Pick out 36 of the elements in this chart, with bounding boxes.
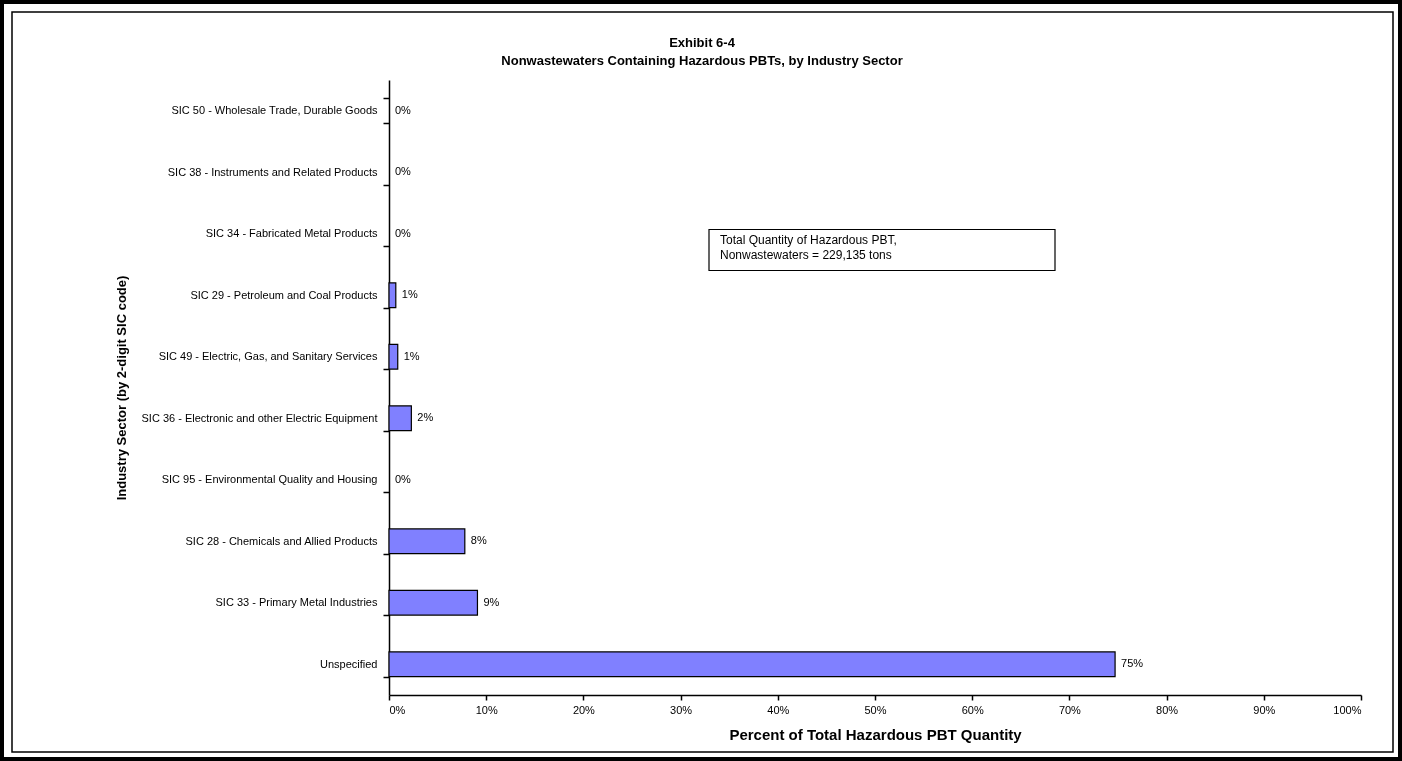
x-tick-label: 40%	[767, 703, 790, 716]
y-tick-label: SIC 34 - Fabricated Metal Products	[205, 227, 378, 240]
data-label: 8%	[470, 534, 487, 547]
data-label: 2%	[417, 411, 434, 424]
x-tick-label: 10%	[475, 703, 498, 716]
chart-subtitle: Nonwastewaters Containing Hazardous PBTs, by Industry Sector	[501, 53, 903, 68]
x-tick-label: 100%	[1333, 703, 1362, 716]
data-label: 9%	[483, 595, 500, 608]
chart-title: Exhibit 6-4	[669, 35, 736, 50]
data-label: 75%	[1121, 657, 1144, 670]
x-tick-label: 60%	[961, 703, 984, 716]
x-tick-label: 80%	[1156, 703, 1179, 716]
data-label: 0%	[395, 103, 412, 116]
x-tick-label: 20%	[572, 703, 596, 716]
x-tick-label: 0%	[389, 703, 406, 716]
y-tick-label: SIC 49 - Electric, Gas, and Sanitary Services	[158, 350, 378, 363]
y-tick-label: SIC 28 - Chemicals and Allied Products	[185, 534, 378, 547]
x-tick-label: 70%	[1058, 703, 1082, 716]
y-tick-label: SIC 29 - Petroleum and Coal Products	[190, 288, 378, 301]
data-label: 0%	[395, 472, 412, 485]
data-label: 0%	[395, 226, 412, 239]
x-tick-label: 90%	[1253, 703, 1276, 716]
y-tick-label: SIC 33 - Primary Metal Industries	[215, 596, 378, 609]
x-tick-label: 50%	[864, 703, 887, 716]
y-tick-label: SIC 36 - Electronic and other Electric Equipment	[141, 411, 378, 424]
y-tick-label: SIC 50 - Wholesale Trade, Durable Goods	[171, 104, 378, 117]
annotation: Total Quantity of Hazardous PBT, Nonwastewaters = 229,135 tons	[720, 232, 897, 262]
data-label: 1%	[401, 288, 418, 301]
y-axis-title: Industry Sector (by 2-digit SIC code)	[113, 275, 129, 501]
data-label: 0%	[395, 165, 412, 178]
data-label: 1%	[403, 349, 420, 362]
y-tick-label: Unspecified	[320, 657, 378, 670]
x-axis-title: Percent of Total Hazardous PBT Quantity	[729, 725, 1023, 743]
x-tick-label: 30%	[670, 703, 693, 716]
y-tick-label: SIC 38 - Instruments and Related Products	[167, 165, 378, 178]
y-tick-label: SIC 95 - Environmental Quality and Housing	[161, 473, 378, 486]
